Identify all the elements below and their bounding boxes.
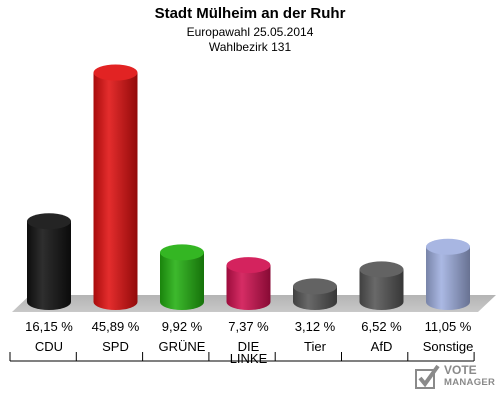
- category-label: DIE: [238, 339, 260, 354]
- chart-subtitle-election: Europawahl 25.05.2014: [186, 25, 314, 39]
- category-label: SPD: [102, 339, 129, 354]
- bar-sonstige: [426, 238, 470, 310]
- value-label: 11,05 %: [425, 319, 472, 334]
- category-label: Tier: [304, 339, 327, 354]
- category-label: CDU: [35, 339, 63, 354]
- value-label: 6,52 %: [361, 319, 402, 334]
- logo-line2: MANAGER: [444, 377, 496, 388]
- bar-grüne: [160, 244, 204, 310]
- chart-subtitle-district: Wahlbezirk 131: [208, 40, 292, 54]
- logo-line1: VOTE: [444, 363, 477, 377]
- bar-spd: [93, 64, 138, 310]
- bar-afd: [359, 261, 404, 310]
- category-label: Sonstige: [423, 339, 474, 354]
- value-label: 45,89 %: [92, 319, 140, 334]
- value-labels-group: 16,15 % 45,89 % 9,92 % 7,37 % 3,12 % 6,52 % 11…: [25, 319, 472, 334]
- checkbox-icon: [415, 364, 440, 389]
- category-label: LINKE: [230, 351, 268, 366]
- value-label: 3,12 %: [295, 319, 336, 334]
- value-label: 9,92 %: [162, 319, 203, 334]
- bar-die-linke: [226, 257, 271, 310]
- chart-title: Stadt Mülheim an der Ruhr: [154, 5, 346, 22]
- vote-manager-logo: VOTE MANAGER: [414, 362, 496, 394]
- value-label: 16,15 %: [25, 319, 73, 334]
- bar-cdu: [27, 213, 71, 310]
- bar-tier: [293, 278, 337, 310]
- bars-group: [27, 64, 470, 310]
- category-label: AfD: [371, 339, 393, 354]
- category-label: GRÜNE: [159, 339, 206, 354]
- value-label: 7,37 %: [228, 319, 269, 334]
